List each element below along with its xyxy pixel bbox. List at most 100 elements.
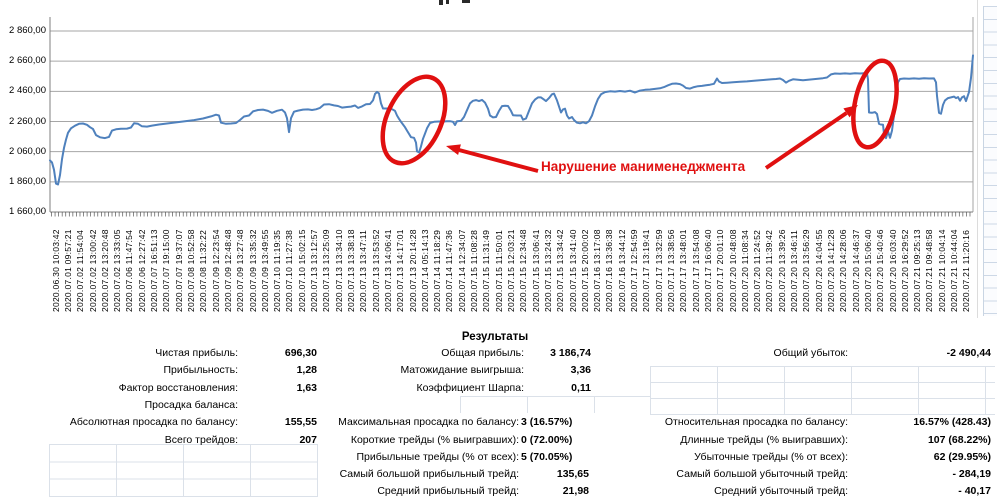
y-axis-tick-label: 2 060,00 — [9, 145, 46, 157]
x-axis-tick-label: 2020.07.20 13:46:11 — [789, 229, 800, 312]
stat-value: 155,55 — [284, 416, 317, 429]
x-axis-tick-label: 2020.07.15 12:03:21 — [506, 229, 516, 312]
y-axis-tick-label: 2 860,00 — [9, 25, 46, 36]
x-axis-tick-label: 2020.07.15 11:50:01 — [493, 229, 504, 312]
x-axis-tick-label: 2020.07.20 16:03:40 — [887, 229, 898, 312]
stat-value: 16.57% (428.43) — [913, 416, 991, 429]
x-axis-tick-label: 2020.07.13 13:47:11 — [358, 229, 369, 312]
x-axis-tick-label: 2020.07.17 12:54:59 — [629, 229, 640, 312]
x-axis-tick-label: 2020.07.20 15:40:46 — [875, 229, 886, 312]
stat-label: Общая прибыль: — [441, 347, 524, 359]
stat-value: - 284,19 — [952, 468, 991, 481]
x-axis-tick-label: 2020.07.06 11:47:54 — [124, 229, 135, 312]
x-axis-tick-label: 2020.06.30 10:03:42 — [50, 229, 61, 312]
stat-value: 3,36 — [570, 364, 591, 377]
x-axis-tick-label: 2020.07.15 11:08:28 — [469, 229, 480, 312]
y-axis-tick-label: 2 260,00 — [9, 115, 46, 127]
x-axis-tick-label: 2020.07.02 13:33:05 — [112, 229, 123, 312]
x-axis-tick-label: 2020.07.10 11:19:35 — [272, 229, 283, 312]
annotation-arrowhead — [843, 105, 858, 118]
x-axis-tick-label: 2020.07.10 11:27:38 — [284, 229, 295, 312]
stat-label: Убыточные трейды (% от всех): — [694, 450, 848, 463]
x-axis-tick-label: 2020.07.13 13:25:09 — [321, 229, 332, 312]
annotation-arrow — [458, 148, 539, 173]
x-axis-tick-label: 2020.07.13 20:14:28 — [407, 229, 418, 312]
x-axis-tick-label: 2020.07.15 13:41:40 — [567, 229, 578, 312]
x-axis-tick-label: 2020.07.13 13:12:57 — [309, 229, 320, 312]
x-axis-tick-label: 2020.07.16 13:44:12 — [616, 229, 627, 312]
stat-value: 0,11 — [571, 381, 591, 394]
stat-value: 62 (29.95%) — [933, 450, 991, 463]
x-axis-tick-label: 2020.07.08 10:52:58 — [186, 229, 197, 312]
x-axis-tick-label: 2020.07.15 13:06:41 — [530, 229, 541, 312]
x-axis-tick-label: 2020.07.09 12:48:48 — [222, 229, 233, 312]
annotation-arrow — [764, 111, 848, 170]
x-axis-tick-label: 2020.07.21 09:25:13 — [912, 229, 923, 312]
x-axis-tick-label: 2020.07.13 14:17:01 — [395, 229, 406, 312]
x-axis-tick-label: 2020.07.20 11:08:34 — [739, 229, 750, 312]
x-axis-tick-label: 2020.07.21 10:44:04 — [949, 229, 960, 312]
stat-label: Длинные трейды (% выигравших): — [680, 433, 848, 446]
stat-label: Самый большой прибыльный трейд: — [339, 468, 519, 481]
x-axis-tick-label: 2020.07.13 13:34:10 — [333, 229, 344, 312]
x-axis-tick-label: 2020.07.17 13:32:59 — [653, 229, 664, 312]
x-axis-tick-label: 2020.07.20 14:28:06 — [838, 229, 849, 312]
annotation-circle — [380, 74, 448, 166]
clipped-chart-title-fragment — [446, 0, 449, 4]
stat-value: 1,28 — [296, 364, 317, 377]
x-axis-tick-label: 2020.07.14 12:34:07 — [456, 229, 467, 312]
stat-value: 135,65 — [556, 468, 589, 481]
x-axis-tick-label: 2020.07.16 13:17:08 — [592, 229, 603, 312]
stat-label: Всего трейдов: — [164, 433, 238, 446]
x-axis-tick-label: 2020.07.17 13:19:41 — [641, 229, 652, 312]
x-axis-tick-label: 2020.07.20 16:29:52 — [899, 229, 910, 312]
stat-label: Максимальная просадка по балансу: — [338, 416, 519, 429]
stat-label: Фактор восстановления: — [118, 381, 238, 394]
x-axis-tick-label: 2020.07.08 11:32:22 — [198, 229, 209, 312]
x-axis-tick-label: 2020.07.20 14:46:37 — [850, 229, 861, 312]
y-axis-tick-label: 1 660,00 — [9, 206, 46, 217]
x-axis-tick-label: 2020.07.15 13:34:42 — [555, 229, 566, 312]
x-axis-tick-label: 2020.07.20 13:56:29 — [801, 229, 812, 312]
stat-label: Относительная просадка по балансу: — [664, 416, 848, 429]
annotation-text: Нарушение манименеджмента — [541, 159, 746, 174]
x-axis-tick-label: 2020.07.21 09:48:58 — [924, 229, 935, 312]
sheet-grid-right — [650, 366, 995, 415]
x-axis-tick-label: 2020.07.13 13:38:18 — [346, 229, 356, 312]
x-axis-tick-label: 2020.07.20 14:12:28 — [825, 229, 836, 312]
balance-chart-canvas — [49, 0, 974, 217]
x-axis-tick-label: 2020.07.20 11:24:52 — [752, 229, 763, 312]
y-axis-tick-label: 1 860,00 — [9, 175, 46, 187]
x-axis-tick-label: 2020.07.14 11:18:29 — [432, 229, 443, 312]
x-axis-tick-label: 2020.07.16 13:36:38 — [604, 229, 615, 312]
annotation-circle — [851, 58, 899, 150]
x-axis-tick-label: 2020.07.02 13:00:42 — [87, 229, 98, 312]
x-axis-tick-label: 2020.07.01 09:57:21 — [62, 229, 73, 312]
clipped-chart-title-fragment — [462, 0, 470, 3]
stat-value: - 40,17 — [958, 485, 991, 498]
stat-value: 207 — [299, 433, 317, 446]
x-axis-tick-label: 2020.07.13 14:06:41 — [382, 229, 393, 312]
stat-label: Коэффициент Шарпа: — [416, 381, 524, 394]
stat-value: -2 490,44 — [946, 347, 991, 359]
stat-label: Чистая прибыль: — [155, 347, 238, 359]
x-axis-tick-label: 2020.07.07 19:15:00 — [161, 229, 172, 312]
annotation-arrowhead — [446, 144, 461, 155]
x-axis-tick-label: 2020.07.09 13:49:55 — [259, 229, 270, 312]
stat-label: Прибыльность: — [163, 364, 239, 377]
x-axis-tick-label: 2020.07.09 12:23:54 — [210, 229, 221, 312]
x-axis-tick-label: 2020.07.09 13:35:32 — [247, 229, 258, 312]
stat-label: Матожидание выигрыша: — [400, 364, 524, 377]
y-axis-tick-label: 2 660,00 — [9, 55, 46, 67]
sheet-grid-middle — [460, 396, 650, 413]
x-axis-tick-label: 2020.07.14 05:14:13 — [419, 229, 430, 312]
stat-value: 1,63 — [296, 381, 317, 394]
x-axis-tick-label: 2020.07.15 13:24:32 — [542, 229, 553, 312]
stat-value: 3 (16.57%) — [521, 416, 573, 429]
x-axis-tick-label: 2020.07.07 19:37:07 — [173, 229, 184, 312]
x-axis-tick-label: 2020.07.17 13:38:56 — [665, 229, 676, 312]
stat-value: 107 (68.22%) — [927, 433, 991, 446]
stat-value: 696,30 — [284, 347, 317, 359]
x-axis-tick-label: 2020.07.17 20:01:10 — [715, 229, 726, 312]
